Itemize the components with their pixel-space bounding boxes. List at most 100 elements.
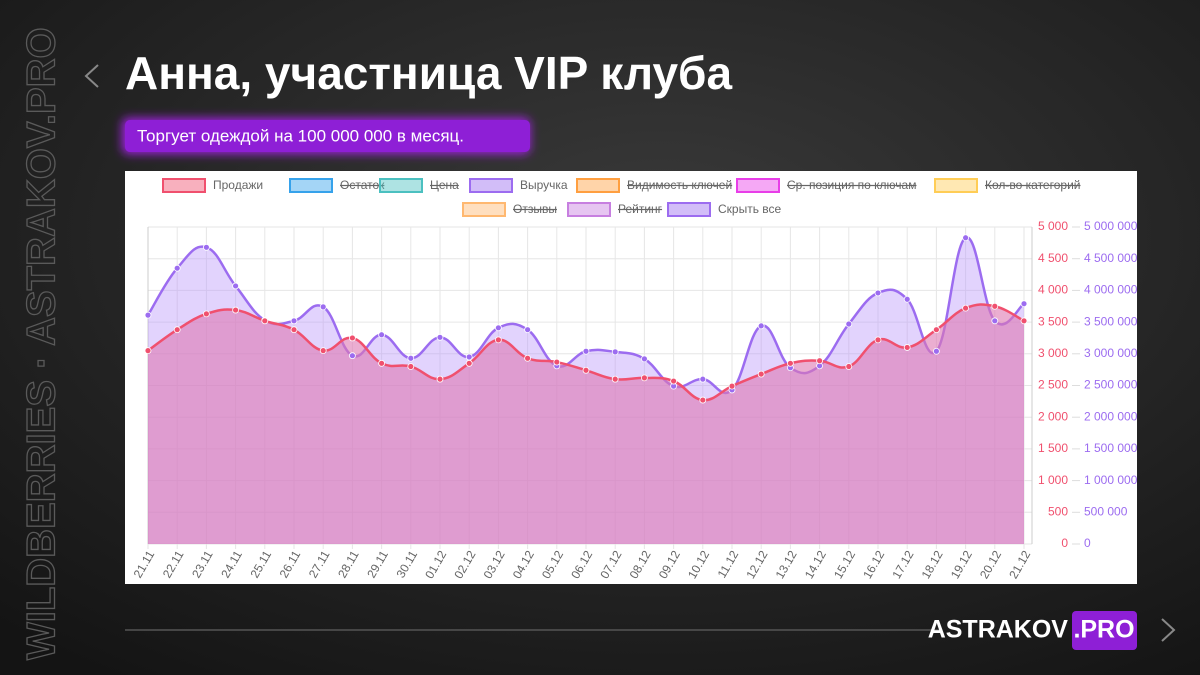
data-point bbox=[232, 282, 240, 290]
legend-label[interactable]: Видимость ключей bbox=[627, 178, 732, 192]
data-point bbox=[728, 382, 736, 390]
data-point bbox=[874, 336, 882, 344]
series-line bbox=[146, 236, 1025, 395]
y-tick-label: 1 500 bbox=[1038, 441, 1068, 455]
data-point bbox=[436, 375, 444, 383]
y2-tick-label: 500 000 bbox=[1084, 504, 1128, 518]
data-point bbox=[611, 348, 619, 356]
data-point bbox=[319, 347, 327, 355]
y-tick-label: 2 000 bbox=[1038, 409, 1068, 423]
data-point bbox=[553, 358, 561, 366]
legend-label[interactable]: Отзывы bbox=[513, 202, 557, 216]
legend-swatch[interactable] bbox=[576, 178, 620, 193]
data-point bbox=[787, 359, 794, 367]
y2-tick-label: 4 000 000 bbox=[1084, 283, 1138, 297]
logo-suffix: .PRO bbox=[1073, 616, 1134, 644]
data-point bbox=[903, 295, 911, 303]
legend-swatch[interactable] bbox=[289, 178, 333, 193]
data-point bbox=[845, 320, 853, 328]
y2-tick-label: 3 500 000 bbox=[1084, 314, 1138, 328]
data-point bbox=[962, 304, 969, 312]
y2-tick-label: 1 500 000 bbox=[1084, 441, 1138, 455]
data-point bbox=[757, 322, 765, 330]
data-point bbox=[933, 326, 940, 334]
legend-label[interactable]: Скрыть все bbox=[718, 202, 782, 216]
data-point bbox=[524, 326, 531, 334]
legend-label[interactable]: Ср. позиция по ключам bbox=[787, 178, 916, 192]
data-point bbox=[494, 324, 502, 332]
data-point bbox=[494, 336, 502, 344]
legend-swatch[interactable] bbox=[462, 202, 506, 217]
data-point bbox=[173, 264, 181, 272]
data-point bbox=[348, 352, 356, 360]
y-tick-label: 500 bbox=[1048, 504, 1068, 518]
data-point bbox=[874, 289, 882, 297]
logo-box bbox=[1072, 611, 1137, 650]
data-point bbox=[699, 396, 707, 404]
legend-swatch[interactable] bbox=[934, 178, 978, 193]
logo-name: ASTRAKOV bbox=[928, 616, 1069, 644]
data-point bbox=[816, 357, 823, 365]
y-tick-label: 3 000 bbox=[1038, 346, 1068, 360]
series-area bbox=[148, 304, 1024, 544]
y-tick-label: 4 500 bbox=[1038, 251, 1068, 265]
data-point bbox=[611, 375, 619, 383]
data-point bbox=[1020, 317, 1028, 325]
y-tick-label: 1 000 bbox=[1038, 473, 1068, 487]
data-point bbox=[407, 354, 415, 362]
data-point bbox=[933, 347, 940, 355]
data-point bbox=[378, 331, 386, 339]
data-point bbox=[1020, 300, 1028, 308]
legend-swatch[interactable] bbox=[667, 202, 711, 217]
legend-swatch[interactable] bbox=[469, 178, 513, 193]
y-tick-label: 0 bbox=[1061, 536, 1068, 550]
legend-label[interactable]: Выручка bbox=[520, 178, 568, 192]
y2-tick-label: 2 500 000 bbox=[1084, 378, 1138, 392]
data-point bbox=[202, 243, 210, 251]
legend-swatch[interactable] bbox=[736, 178, 780, 193]
legend-label[interactable]: Рейтинг bbox=[618, 202, 663, 216]
y-tick-label: 5 000 bbox=[1038, 219, 1068, 233]
data-point bbox=[465, 359, 473, 367]
prev-arrow[interactable] bbox=[84, 64, 99, 88]
data-point bbox=[290, 317, 298, 325]
data-point bbox=[290, 326, 298, 334]
data-point bbox=[173, 326, 181, 334]
data-point bbox=[232, 306, 240, 314]
y-tick-label: 2 500 bbox=[1038, 378, 1068, 392]
data-point bbox=[144, 347, 152, 355]
data-point bbox=[465, 353, 473, 361]
y2-tick-label: 0 bbox=[1084, 536, 1091, 550]
y2-tick-label: 3 000 000 bbox=[1084, 346, 1138, 360]
legend-label[interactable]: Цена bbox=[430, 178, 459, 192]
data-point bbox=[757, 370, 765, 378]
data-point bbox=[845, 363, 853, 370]
y2-tick-label: 1 000 000 bbox=[1084, 473, 1138, 487]
legend-swatch[interactable] bbox=[379, 178, 423, 193]
y2-tick-label: 2 000 000 bbox=[1084, 409, 1138, 423]
data-point bbox=[436, 333, 444, 341]
data-point bbox=[348, 334, 356, 342]
data-point bbox=[582, 366, 590, 374]
data-point bbox=[962, 234, 969, 242]
data-point bbox=[202, 310, 210, 318]
data-point bbox=[378, 359, 386, 367]
subtitle-box bbox=[125, 120, 530, 152]
legend-swatch[interactable] bbox=[567, 202, 611, 217]
data-point bbox=[670, 377, 677, 385]
y2-tick-label: 4 500 000 bbox=[1084, 251, 1138, 265]
legend-swatch[interactable] bbox=[162, 178, 206, 193]
legend-label[interactable]: Остаток bbox=[340, 178, 385, 192]
data-point bbox=[144, 311, 152, 319]
data-point bbox=[641, 374, 648, 382]
y2-tick-label: 5 000 000 bbox=[1084, 219, 1138, 233]
watermark: WILDBERRIES · ASTRAKOV.PRO bbox=[20, 27, 64, 660]
legend-label[interactable]: Кол-во категорий bbox=[985, 178, 1080, 192]
data-point bbox=[319, 303, 327, 311]
next-arrow[interactable] bbox=[1161, 618, 1176, 642]
data-point bbox=[991, 317, 999, 325]
data-point bbox=[699, 375, 707, 383]
legend-label[interactable]: Продажи bbox=[213, 178, 263, 192]
